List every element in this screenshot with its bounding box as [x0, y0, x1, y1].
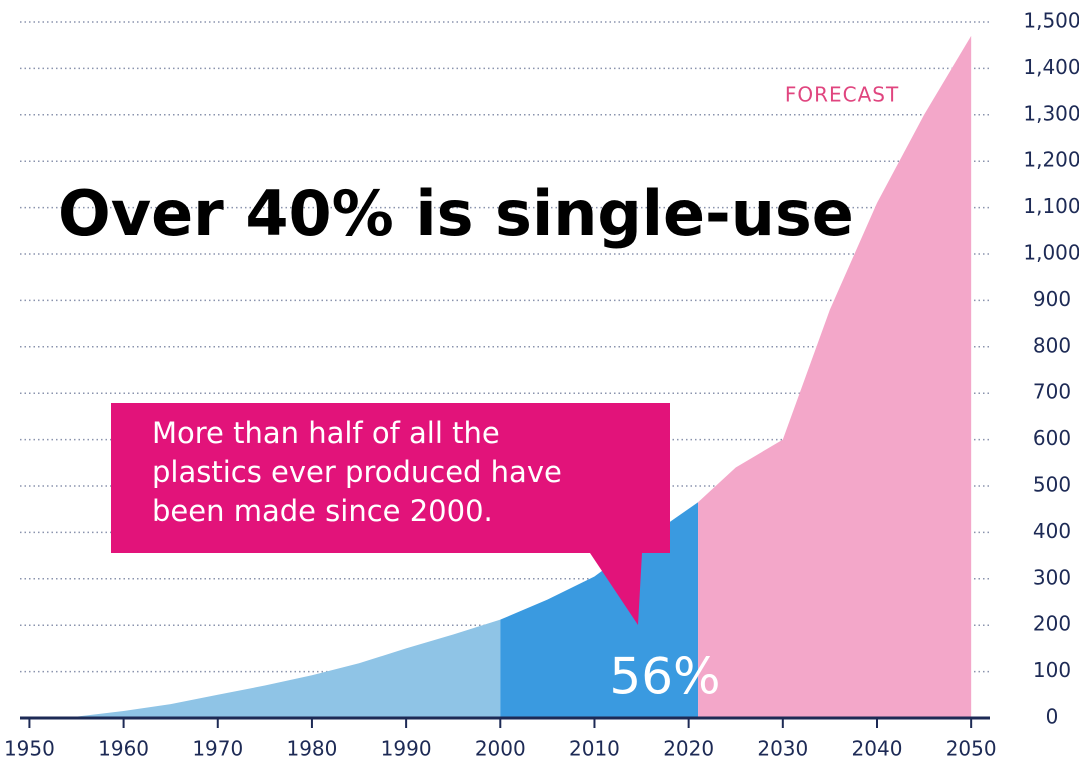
- x-tick-label: 1990: [381, 737, 432, 761]
- area: [500, 502, 699, 718]
- y-tick-label: 800: [1033, 333, 1071, 357]
- y-tick-label: 1,100: [1023, 194, 1079, 218]
- callout-box: [111, 403, 670, 625]
- callout-text: More than half of all the: [152, 416, 500, 450]
- y-tick-label: 1,500: [1023, 9, 1079, 33]
- x-tick-label: 1980: [286, 737, 337, 761]
- x-tick-label: 2020: [663, 737, 714, 761]
- x-tick-label: 1960: [98, 737, 149, 761]
- y-tick-label: 1,300: [1023, 101, 1079, 125]
- y-tick-label: 1,400: [1023, 55, 1079, 79]
- x-tick-label: 1950: [4, 737, 55, 761]
- y-tick-label: 1,200: [1023, 148, 1079, 172]
- area: [698, 35, 972, 719]
- callout-text: plastics ever produced have: [152, 455, 562, 489]
- forecast-label: FORECAST: [785, 83, 899, 107]
- y-tick-label: 900: [1033, 287, 1071, 311]
- x-tick-label: 2030: [757, 737, 808, 761]
- x-tick-label: 2050: [946, 737, 997, 761]
- y-tick-label: 1,000: [1023, 241, 1079, 265]
- x-tick-label: 2010: [569, 737, 620, 761]
- share-label: 56%: [609, 648, 720, 706]
- y-tick-label: 200: [1033, 612, 1071, 636]
- y-tick-label: 600: [1033, 426, 1071, 450]
- x-tick-label: 1970: [192, 737, 243, 761]
- chart-title: Over 40% is single-use: [58, 177, 854, 250]
- y-tick-label: 500: [1033, 473, 1071, 497]
- y-tick-label: 0: [1046, 705, 1059, 729]
- area: [29, 619, 501, 718]
- callout-text: been made since 2000.: [152, 494, 493, 528]
- x-tick-label: 2000: [475, 737, 526, 761]
- y-tick-label: 700: [1033, 380, 1071, 404]
- plot: [20, 21, 990, 728]
- y-tick-label: 300: [1033, 565, 1071, 589]
- x-tick-label: 2040: [852, 737, 903, 761]
- y-tick-label: 100: [1033, 658, 1071, 682]
- y-tick-label: 400: [1033, 519, 1071, 543]
